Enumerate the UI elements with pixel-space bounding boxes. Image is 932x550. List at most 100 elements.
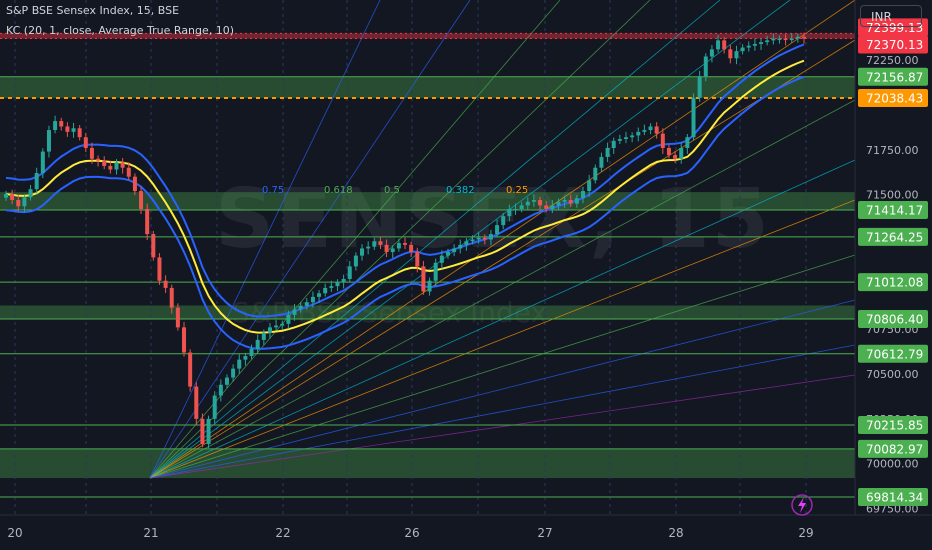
candle [599, 156, 604, 168]
candle [280, 323, 285, 326]
candle [636, 131, 641, 136]
candle [378, 241, 383, 245]
candle [396, 243, 401, 249]
candle [89, 147, 94, 159]
candle [722, 40, 727, 50]
zone-support [0, 448, 855, 479]
candle [139, 191, 144, 209]
candle [734, 51, 739, 59]
candle [206, 418, 211, 444]
candle [581, 191, 586, 199]
candle [65, 126, 70, 132]
candle [10, 194, 15, 201]
candle [114, 162, 119, 170]
x-tick-label: 20 [7, 526, 22, 540]
candle [16, 200, 21, 207]
candle [182, 327, 187, 353]
candle [317, 293, 322, 297]
candle [470, 239, 475, 242]
candle [685, 137, 690, 148]
kc-middle-line [5, 59, 805, 334]
candle [654, 126, 659, 134]
fan-line [149, 39, 856, 479]
candle [163, 280, 168, 288]
candle [531, 200, 536, 202]
zone-support [0, 192, 855, 211]
candle [593, 167, 598, 181]
fib-label: 0.382 [446, 185, 475, 196]
fan-line [149, 254, 856, 479]
candle [691, 97, 696, 138]
candle [34, 173, 39, 190]
candle [200, 418, 205, 444]
fib-label: 0.25 [506, 185, 528, 196]
candle [409, 244, 414, 253]
price-tag-label: 72399.13 [866, 21, 923, 35]
candle [4, 194, 8, 198]
candle [341, 278, 346, 283]
candle [538, 200, 543, 206]
candle [759, 42, 764, 44]
candle [255, 339, 260, 349]
candle [605, 147, 610, 157]
candle [709, 49, 714, 57]
price-tag-label: 70806.40 [866, 313, 923, 327]
x-tick-label: 29 [798, 526, 813, 540]
candle [28, 189, 33, 198]
candle [433, 262, 438, 281]
zone-support [0, 305, 855, 320]
candle [304, 302, 309, 306]
price-tag-label: 72370.13 [866, 38, 923, 52]
fib-label: 0.75 [262, 185, 284, 196]
candle [286, 314, 291, 324]
alert-icon[interactable] [791, 494, 813, 516]
candle [366, 246, 371, 249]
candle [507, 208, 512, 217]
currency-button[interactable]: INR [860, 5, 922, 27]
candle [648, 126, 653, 131]
candle [274, 325, 279, 328]
candle [752, 43, 757, 46]
price-tag-label: 70612.79 [866, 347, 923, 361]
candle [46, 130, 51, 152]
fib-label: 0.618 [324, 185, 353, 196]
candle [771, 38, 776, 41]
candle [22, 197, 27, 207]
x-tick-label: 27 [537, 526, 552, 540]
candle [108, 165, 113, 170]
indicator-legend[interactable]: KC (20, 1, close, Average True Range, 10… [6, 24, 235, 37]
x-tick-label: 21 [143, 526, 158, 540]
candle [660, 133, 665, 148]
candle [249, 348, 254, 357]
candle [765, 40, 770, 43]
watermark-name: S&P BSE Sensex Index [232, 296, 547, 329]
candle [802, 36, 806, 39]
candle [243, 356, 248, 360]
candle [550, 205, 555, 209]
fan-line [149, 0, 856, 479]
candle [335, 282, 340, 287]
candle [673, 155, 678, 159]
price-tag-bg [858, 344, 928, 363]
candle [666, 147, 671, 156]
candle [525, 201, 530, 206]
price-tag-bg [858, 415, 928, 434]
candle [556, 201, 561, 206]
candle [145, 208, 150, 235]
price-tag-label: 69814.34 [866, 491, 923, 505]
y-tick-label: 72250.00 [866, 54, 919, 67]
candle [562, 200, 567, 202]
candle [746, 45, 751, 48]
y-tick-label: 71750.00 [866, 144, 919, 157]
candle [310, 296, 315, 303]
candle [617, 139, 622, 141]
fan-line [149, 344, 856, 479]
candle [347, 266, 352, 279]
zone-resistance [0, 33, 855, 39]
candle [544, 205, 549, 209]
fan-line [149, 99, 856, 479]
price-tag-label: 72156.87 [866, 70, 923, 84]
candle [71, 128, 76, 132]
